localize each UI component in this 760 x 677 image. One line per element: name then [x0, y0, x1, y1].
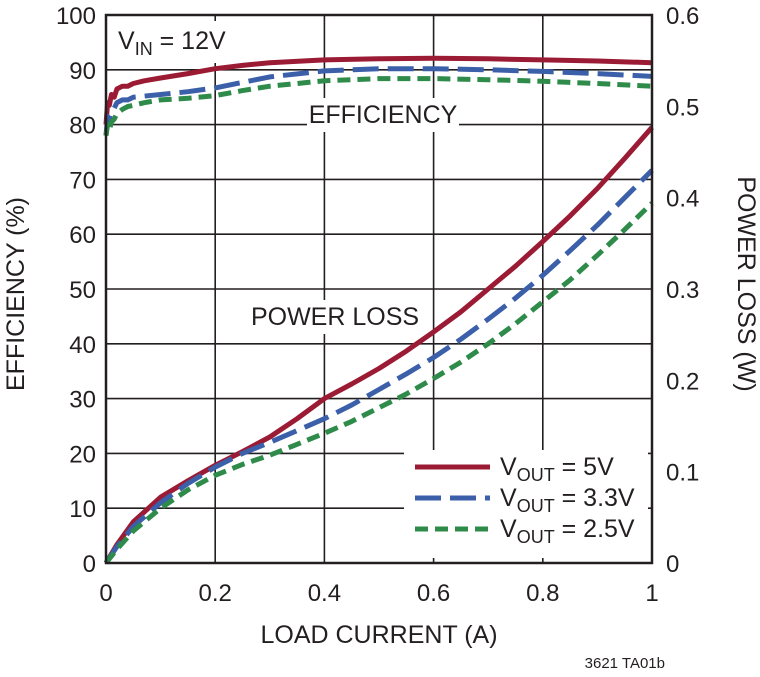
x-tick-label-2: 0.4 — [308, 580, 341, 607]
vin-rest: = 12V — [153, 27, 226, 55]
x-tick-label-1: 0.2 — [199, 580, 232, 607]
y-left-tick-label-5: 50 — [69, 277, 96, 304]
plot-frame — [104, 13, 654, 565]
y-right-tick-label-6: 0.6 — [666, 3, 699, 30]
legend-label-3v3: VOUT = 3.3V — [500, 484, 635, 516]
y-left-tick-label-9: 90 — [69, 58, 96, 85]
y-left-tick-label-0: 0 — [83, 551, 96, 578]
power-loss-label-background — [250, 300, 420, 334]
figure-id: 3621 TA01b — [585, 655, 665, 672]
tick-labels: 0 0.2 0.4 0.6 0.8 1010203040506070809010000.1… — [56, 3, 699, 607]
legend-5v-main: V — [500, 453, 517, 481]
vin-annotation-background — [110, 21, 240, 63]
y-left-tick-label-1: 10 — [69, 496, 96, 523]
legend-5v-sub: OUT — [517, 465, 555, 485]
legend-2v5-main: V — [500, 515, 517, 543]
x-axis-title: LOAD CURRENT (A) — [260, 621, 497, 649]
y-axis-left-title: EFFICIENCY (%) — [2, 197, 30, 391]
y-left-tick-label-2: 20 — [69, 441, 96, 468]
y-right-tick-label-0: 0 — [666, 551, 679, 578]
x-tick-label-4: 0.8 — [526, 580, 559, 607]
efficiency-label: EFFICIENCY — [309, 101, 458, 129]
legend: VOUT = 5V VOUT = 3.3V VOUT = 2.5V — [404, 450, 648, 558]
vin-annotation-text: VIN = 12V — [118, 27, 226, 59]
series-layer — [103, 55, 654, 565]
legend-entry-2v5: VOUT = 2.5V — [415, 515, 635, 547]
x-tick-label-5: 1 — [645, 580, 658, 607]
vin-annotation: VIN = 12V — [110, 21, 240, 63]
vin-sub: IN — [135, 39, 153, 59]
efficiency-line-3v3 — [103, 66, 653, 136]
efficiency-line-5v — [103, 55, 653, 125]
power-loss-label: POWER LOSS — [251, 303, 419, 331]
power-loss-line-5v — [103, 125, 654, 565]
y-left-tick-label-10: 100 — [56, 3, 96, 30]
legend-label-5v: VOUT = 5V — [500, 453, 614, 485]
power-loss-line-3v3 — [103, 168, 654, 565]
power-loss-line-2v5 — [104, 201, 654, 565]
y-right-tick-label-5: 0.5 — [666, 94, 699, 121]
legend-2v5-rest: = 2.5V — [555, 515, 635, 543]
y-left-tick-label-8: 80 — [69, 113, 96, 140]
legend-3v3-main: V — [500, 484, 517, 512]
y-left-tick-label-4: 40 — [69, 332, 96, 359]
legend-3v3-rest: = 3.3V — [555, 484, 635, 512]
y-left-tick-label-6: 60 — [69, 222, 96, 249]
legend-label-2v5: VOUT = 2.5V — [500, 515, 635, 547]
legend-2v5-sub: OUT — [517, 527, 555, 547]
y-right-tick-label-1: 0.1 — [666, 460, 699, 487]
y-right-tick-label-3: 0.3 — [666, 277, 699, 304]
y-right-tick-label-4: 0.4 — [666, 186, 699, 213]
legend-entry-3v3: VOUT = 3.3V — [415, 484, 635, 516]
y-right-tick-label-2: 0.2 — [666, 368, 699, 395]
legend-3v3-sub: OUT — [517, 496, 555, 516]
y-left-tick-label-7: 70 — [69, 167, 96, 194]
legend-5v-rest: = 5V — [555, 453, 614, 481]
vin-main: V — [118, 27, 135, 55]
legend-entry-5v: VOUT = 5V — [415, 453, 614, 485]
efficiency-line-2v5 — [103, 76, 653, 136]
x-tick-label-3: 0.6 — [417, 580, 450, 607]
y-left-tick-label-3: 30 — [69, 387, 96, 414]
efficiency-label-background — [307, 98, 459, 132]
x-tick-label-0: 0 — [99, 580, 112, 607]
y-axis-right-title: POWER LOSS (W) — [732, 176, 760, 391]
